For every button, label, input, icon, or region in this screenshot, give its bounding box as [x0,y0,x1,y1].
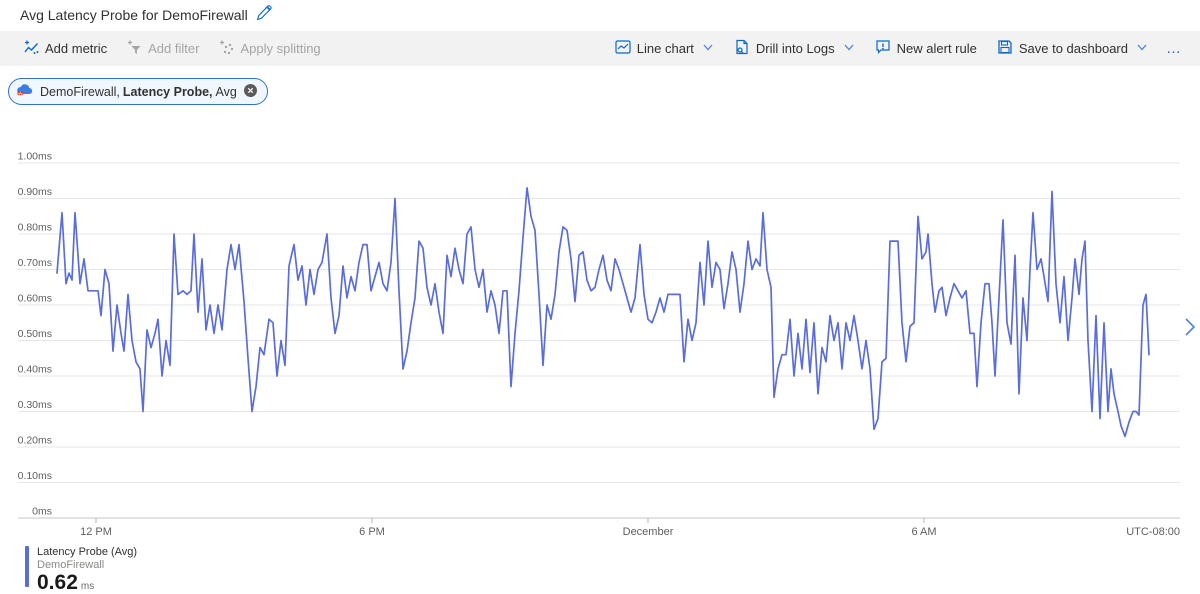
page-title: Avg Latency Probe for DemoFirewall [20,7,248,23]
x-tick-label: 6 AM [911,526,936,538]
y-tick-label: 0.60ms [18,293,52,305]
pill-metric: Latency Probe, [122,84,213,99]
latency-series-line [56,186,1150,438]
drill-into-logs-icon [734,39,750,58]
y-tick-label: 0.40ms [18,364,52,376]
chevron-down-icon [702,41,714,56]
y-tick-label: 0.90ms [18,186,52,198]
chevron-right-icon [1183,316,1197,343]
chevron-down-icon [1136,41,1148,56]
pill-resource: DemoFirewall, [40,84,120,99]
line-chart-icon [615,39,631,58]
apply-splitting-button[interactable]: Apply splitting [209,31,330,66]
legend-resource-name: DemoFirewall [37,559,105,571]
drill-into-logs-label: Drill into Logs [755,41,835,56]
add-filter-icon [127,40,142,58]
chart-scroll-right-button[interactable] [1181,316,1199,342]
add-filter-label: Add filter [148,41,200,56]
firewall-icon [16,83,34,100]
new-alert-rule-button[interactable]: New alert rule [865,31,987,66]
legend-series-name: Latency Probe (Avg) [37,546,138,558]
timezone-label: UTC-08:00 [1126,526,1180,538]
legend-color-bar [25,546,29,587]
add-metric-button[interactable]: Add metric [14,31,117,66]
y-tick-label: 0ms [32,506,52,518]
y-tick-label: 1.00ms [18,151,52,163]
save-to-dashboard-dropdown[interactable]: Save to dashboard [987,31,1158,66]
y-tick-label: 0.70ms [18,257,52,269]
add-metric-icon [24,40,39,58]
y-tick-label: 0.80ms [18,222,52,234]
add-metric-label: Add metric [45,41,108,56]
pencil-icon [256,4,272,26]
ellipsis-icon: … [1166,40,1182,57]
save-to-dashboard-label: Save to dashboard [1018,41,1128,56]
legend-current-value: 0.62 [37,571,78,594]
y-tick-label: 0.50ms [18,328,52,340]
new-alert-rule-icon [875,39,891,58]
new-alert-rule-label: New alert rule [896,41,977,56]
line-chart-label: Line chart [636,41,694,56]
line-chart-dropdown[interactable]: Line chart [605,31,724,66]
metric-pill[interactable]: DemoFirewall, Latency Probe, Avg [8,78,268,105]
more-options-button[interactable]: … [1158,31,1190,66]
y-tick-label: 0.20ms [18,435,52,447]
pill-aggregation: Avg [215,84,237,99]
edit-title-button[interactable] [256,4,272,26]
chart-toolbar: Add metric Add filter Apply splitting Li… [0,31,1200,66]
save-icon [997,39,1013,58]
legend-unit: ms [80,581,95,592]
apply-splitting-icon [219,40,234,58]
x-tick-label: December [623,526,674,538]
chevron-down-icon [843,41,855,56]
add-filter-button[interactable]: Add filter [117,31,209,66]
x-tick-label: 12 PM [80,526,112,538]
pill-close-icon[interactable] [243,83,258,101]
apply-splitting-label: Apply splitting [240,41,321,56]
y-tick-label: 0.10ms [18,470,52,482]
x-tick-label: 6 PM [359,526,385,538]
y-tick-label: 0.30ms [18,399,52,411]
legend-item[interactable]: Latency Probe (Avg) DemoFirewall 0.62 ms [25,546,137,594]
drill-into-logs-dropdown[interactable]: Drill into Logs [724,31,865,66]
chart-title-row: Avg Latency Probe for DemoFirewall [20,4,272,26]
